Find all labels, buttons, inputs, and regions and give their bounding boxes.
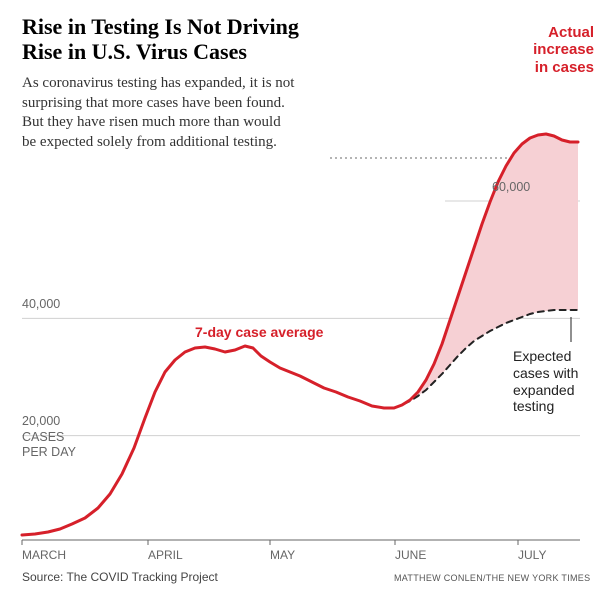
- ylabel-20000: 20,000 CASES PER DAY: [22, 414, 76, 461]
- xlabel-april: APRIL: [148, 548, 183, 562]
- annotation-seven-day: 7-day case average: [195, 324, 323, 340]
- ylabel-40000-value: 40,000: [22, 297, 60, 311]
- annotation-expected: Expected cases with expanded testing: [513, 348, 578, 415]
- xlabel-march: MARCH: [22, 548, 66, 562]
- xlabel-july: JULY: [518, 548, 546, 562]
- xlabel-june: JUNE: [395, 548, 426, 562]
- ylabel-40000: 40,000: [22, 297, 60, 311]
- source-text: Source: The COVID Tracking Project: [22, 570, 218, 584]
- chart-svg: [0, 0, 600, 590]
- ylabel-20000-extra: CASES PER DAY: [22, 430, 76, 460]
- ylabel-60000-value: 60,000: [492, 180, 530, 194]
- xlabel-may: MAY: [270, 548, 295, 562]
- ylabel-20000-value: 20,000: [22, 414, 60, 428]
- ylabel-60000: 60,000: [492, 180, 530, 194]
- annotation-actual-increase: Actual increase in cases: [516, 24, 594, 76]
- credit-text: MATTHEW CONLEN/THE NEW YORK TIMES: [394, 573, 590, 583]
